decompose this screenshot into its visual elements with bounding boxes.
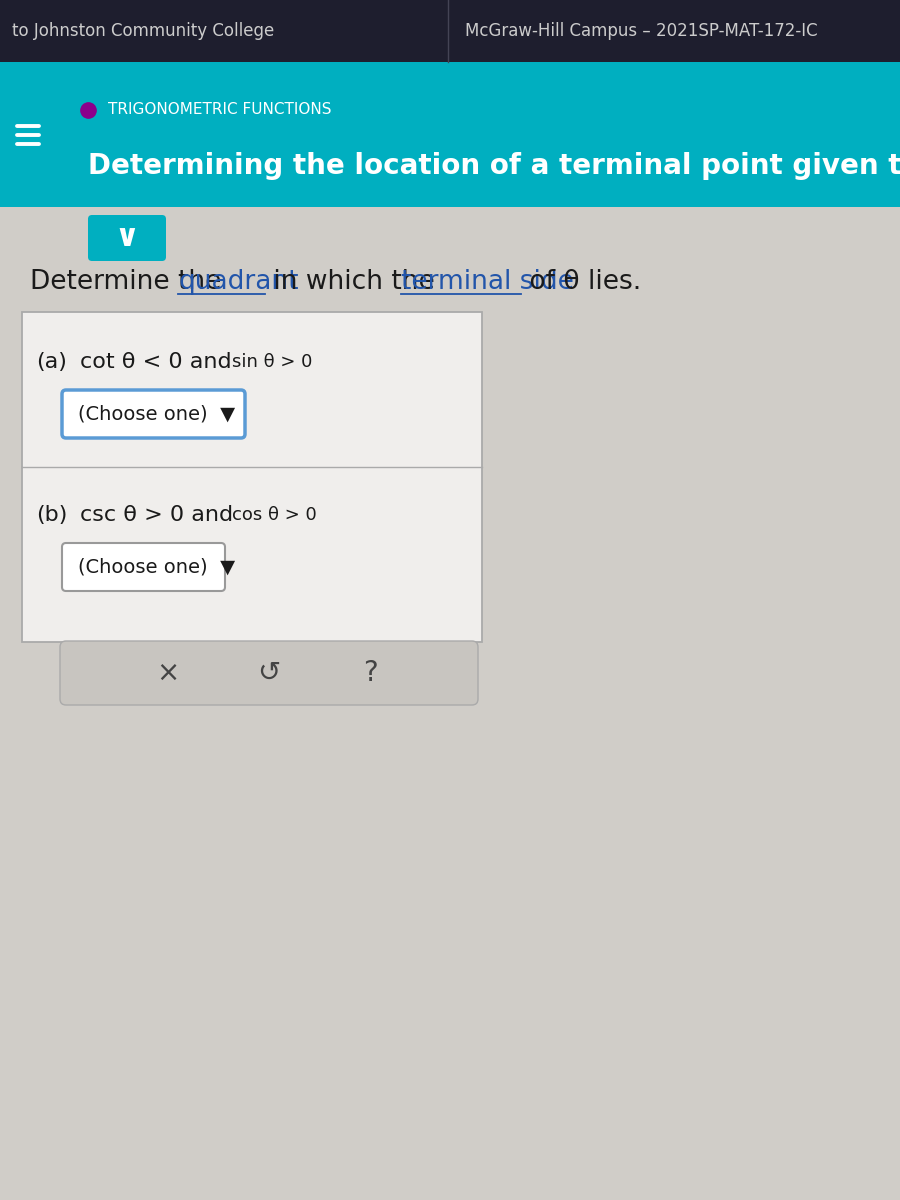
Text: csc θ > 0 and: csc θ > 0 and [80, 505, 233, 526]
Text: quadrant: quadrant [178, 269, 299, 295]
Text: terminal side: terminal side [401, 269, 574, 295]
Text: of θ lies.: of θ lies. [521, 269, 641, 295]
Text: Determining the location of a terminal point given the: Determining the location of a terminal p… [88, 152, 900, 180]
Bar [0, 62, 900, 206]
Text: ∨: ∨ [114, 223, 140, 252]
Text: McGraw-Hill Campus – 2021SP-MAT-172-IC: McGraw-Hill Campus – 2021SP-MAT-172-IC [465, 22, 817, 40]
Text: ?: ? [363, 659, 378, 686]
Text: Determine the: Determine the [30, 269, 230, 295]
Text: TRIGONOMETRIC FUNCTIONS: TRIGONOMETRIC FUNCTIONS [108, 102, 331, 118]
Text: in which the: in which the [265, 269, 443, 295]
Text: ×: × [156, 659, 179, 686]
FancyBboxPatch shape [88, 215, 166, 260]
Text: to Johnston Community College: to Johnston Community College [12, 22, 274, 40]
Text: (Choose one)  ▼: (Choose one) ▼ [78, 404, 235, 424]
FancyBboxPatch shape [62, 542, 225, 590]
FancyBboxPatch shape [60, 641, 478, 704]
Text: (b): (b) [36, 505, 68, 526]
Text: cos θ > 0: cos θ > 0 [232, 506, 317, 524]
Text: (a): (a) [36, 352, 67, 372]
Bar [22, 312, 482, 642]
Text: ↺: ↺ [257, 659, 281, 686]
Text: (Choose one)  ▼: (Choose one) ▼ [78, 558, 235, 576]
Bar [0, 0, 900, 62]
Text: sin θ > 0: sin θ > 0 [232, 353, 312, 371]
FancyBboxPatch shape [62, 390, 245, 438]
Text: cot θ < 0 and: cot θ < 0 and [80, 352, 231, 372]
